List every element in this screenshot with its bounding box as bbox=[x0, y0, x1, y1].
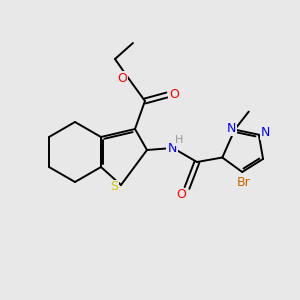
Text: O: O bbox=[169, 88, 179, 101]
Text: O: O bbox=[176, 188, 186, 202]
Text: O: O bbox=[117, 71, 127, 85]
Text: H: H bbox=[175, 135, 183, 145]
Text: N: N bbox=[227, 122, 236, 135]
Text: N: N bbox=[261, 126, 271, 139]
Text: S: S bbox=[110, 181, 118, 194]
Text: Br: Br bbox=[236, 176, 250, 190]
Text: N: N bbox=[167, 142, 177, 155]
